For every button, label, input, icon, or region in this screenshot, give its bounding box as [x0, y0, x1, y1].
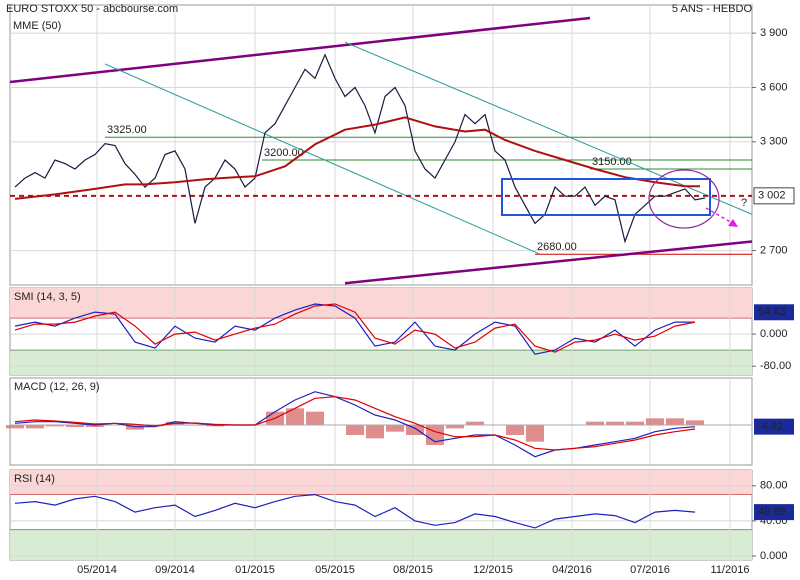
oversold-zone — [10, 350, 752, 375]
y-tick-label: 3 900 — [760, 27, 788, 39]
header-period: 5 ANS - HEBDO — [672, 3, 753, 15]
histogram-bar — [526, 425, 544, 442]
level-label: 3325.00 — [107, 124, 147, 136]
histogram-bar — [666, 418, 684, 425]
histogram-bar — [406, 425, 424, 435]
histogram-bar — [6, 425, 24, 429]
histogram-bar — [306, 411, 324, 425]
histogram-bar — [126, 425, 144, 430]
histogram-bar — [346, 425, 364, 435]
histogram-bar — [646, 418, 664, 425]
indicator-line — [14, 303, 696, 353]
x-tick-label: 04/2016 — [552, 564, 592, 576]
panel-bg — [9, 377, 753, 466]
last-value-label: 49.99 — [758, 506, 786, 518]
x-tick-label: 09/2014 — [155, 564, 195, 576]
trendline — [10, 16, 591, 84]
price-line — [14, 53, 706, 244]
overbought-zone — [10, 470, 752, 495]
panel-title: MACD (12, 26, 9) — [14, 381, 100, 393]
histogram-bar — [686, 420, 704, 425]
x-tick-label: 08/2015 — [393, 564, 433, 576]
level-label: 3150.00 — [592, 156, 632, 168]
y-tick-label: 2 700 — [760, 244, 788, 256]
x-tick-label: 07/2016 — [630, 564, 670, 576]
panel-bg — [9, 4, 753, 286]
histogram-bar — [606, 421, 624, 425]
histogram-bar — [86, 425, 104, 427]
moving-average — [14, 116, 700, 200]
indicator-line — [14, 493, 696, 529]
legend-label: MME (50) — [13, 20, 61, 32]
panel-title: SMI (14, 3, 5) — [14, 291, 81, 303]
last-value-box — [754, 504, 794, 521]
x-tick-label: 01/2015 — [235, 564, 275, 576]
panel-title: RSI (14) — [14, 473, 55, 485]
range-box — [501, 178, 711, 216]
oversold-zone — [10, 529, 752, 560]
highlight-ellipse — [648, 169, 720, 229]
annotation: ? — [741, 197, 747, 209]
header-title: EURO STOXX 50 - abcbourse.com — [6, 3, 178, 15]
overbought-zone — [10, 288, 752, 319]
indicator-line — [14, 396, 696, 451]
y-tick-label: 0.000 — [760, 550, 788, 562]
arrow-line — [705, 207, 735, 225]
last-value-box — [754, 304, 794, 321]
histogram-bar — [46, 425, 64, 427]
histogram-bar — [626, 421, 644, 425]
histogram-bar — [206, 425, 224, 427]
last-value-label: 3 002 — [758, 190, 786, 202]
histogram-bar — [286, 408, 304, 425]
x-tick-label: 05/2014 — [77, 564, 117, 576]
histogram-bar — [506, 425, 524, 435]
x-tick-label: 12/2015 — [473, 564, 513, 576]
level-label: 2680.00 — [537, 241, 577, 253]
histogram-bar — [466, 421, 484, 425]
arrow-head — [728, 219, 738, 227]
last-value-box — [754, 418, 794, 435]
x-tick-label: 11/2016 — [711, 564, 750, 576]
histogram-bar — [66, 425, 84, 427]
last-value-label: -4.92 — [758, 421, 783, 433]
y-tick-label: 0.000 — [760, 328, 788, 340]
x-tick-label: 05/2015 — [315, 564, 355, 576]
y-tick-label: -80.00 — [760, 360, 791, 372]
trendline — [344, 240, 752, 285]
histogram-bar — [446, 425, 464, 429]
level-label: 3200.00 — [264, 147, 304, 159]
indicator-line — [14, 303, 695, 355]
trendline — [104, 63, 541, 255]
y-tick-label: 80.00 — [760, 480, 788, 492]
histogram-bar — [26, 425, 44, 429]
histogram-bar — [386, 425, 404, 432]
last-value-label: 54.43 — [758, 306, 786, 318]
y-tick-label: 3 600 — [760, 81, 788, 93]
histogram-bar — [366, 425, 384, 439]
last-value-box — [753, 187, 795, 205]
y-tick-label: 3 300 — [760, 136, 788, 148]
plot-area: 3325.00 3200.00 3150.00 2680.00 — [10, 16, 752, 285]
histogram-bar — [586, 421, 604, 425]
